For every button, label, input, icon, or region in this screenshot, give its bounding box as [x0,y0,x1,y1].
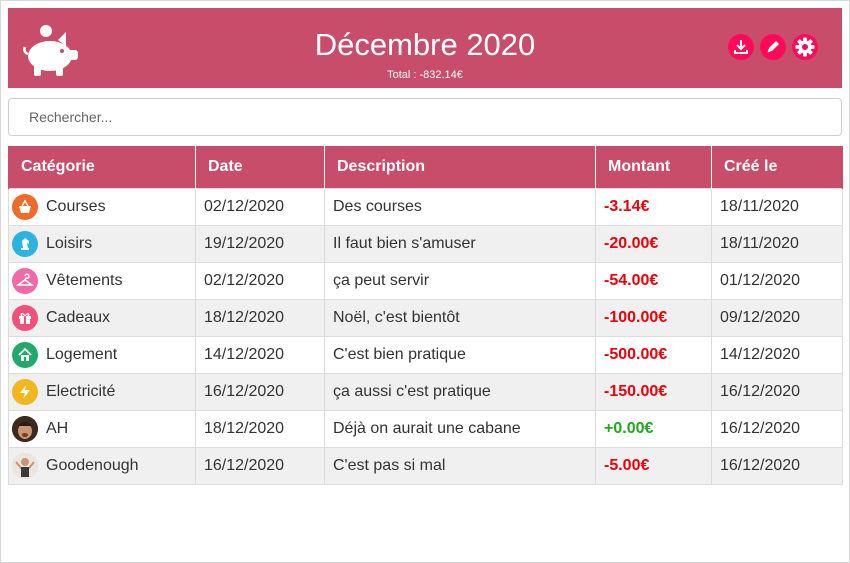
category-label: Cadeaux [46,309,111,326]
created-date-cell: 09/12/2020 [711,299,843,337]
category-label: Goodenough [46,457,139,474]
category-wrapper: Goodenough [12,453,187,479]
date-cell: 16/12/2020 [195,373,325,411]
description-cell: Il faut bien s'amuser [324,225,596,263]
table-row[interactable]: Logement 14/12/2020 C'est bien pratique -50… [8,336,843,374]
amount-cell: -3.14€ [595,188,712,226]
category-label: AH [46,420,69,437]
date-cell: 19/12/2020 [195,225,325,263]
avatar-photo-icon [12,416,38,442]
category-wrapper: AH [12,416,187,442]
amount-cell: -150.00€ [595,373,712,411]
settings-button[interactable] [792,34,818,60]
table-row[interactable]: AH 18/12/2020 Déjà on aurait une cabane +0.… [8,410,843,448]
category-wrapper: Courses [12,194,187,220]
column-header-amount[interactable]: Montant [595,146,712,189]
column-header-created[interactable]: Créé le [711,146,843,189]
header-bar: Décembre 2020 Total : -832.14€ [8,8,842,88]
category-label: Logement [46,346,118,363]
house-icon [12,342,38,368]
table-row[interactable]: Electricité 16/12/2020 ça aussi c'est prat… [8,373,843,411]
table-row[interactable]: Cadeaux 18/12/2020 Noël, c'est bientôt -100… [8,299,843,337]
date-cell: 02/12/2020 [195,262,325,300]
category-label: Electricité [46,383,116,400]
date-cell: 02/12/2020 [195,188,325,226]
search-input[interactable] [8,98,842,136]
category-wrapper: Loisirs [12,231,187,257]
category-cell: Cadeaux [8,299,196,337]
description-cell: ça aussi c'est pratique [324,373,596,411]
category-wrapper: Cadeaux [12,305,187,331]
description-cell: Noël, c'est bientôt [324,299,596,337]
expenses-table: Catégorie Date Description Montant Créé … [8,146,843,485]
category-cell: Courses [8,188,196,226]
category-label: Vêtements [46,272,123,289]
category-cell: Logement [8,336,196,374]
description-cell: C'est pas si mal [324,447,596,485]
shrug-photo-icon [12,453,38,479]
amount-cell: -500.00€ [595,336,712,374]
table-row[interactable]: Loisirs 19/12/2020 Il faut bien s'amuser -2… [8,225,843,263]
column-header-category[interactable]: Catégorie [8,146,196,189]
created-date-cell: 14/12/2020 [711,336,843,374]
table-row[interactable]: Goodenough 16/12/2020 C'est pas si mal -5.0… [8,447,843,485]
page-title: Décembre 2020 [314,27,536,62]
category-cell: Loisirs [8,225,196,263]
date-cell: 14/12/2020 [195,336,325,374]
gift-icon [12,305,38,331]
piggy-bank-icon [20,18,80,78]
category-cell: AH [8,410,196,448]
amount-cell: -5.00€ [595,447,712,485]
created-date-cell: 18/11/2020 [711,225,843,263]
download-icon [734,40,748,54]
download-button[interactable] [728,34,754,60]
shopping-basket-icon [12,194,38,220]
description-cell: Déjà on aurait une cabane [324,410,596,448]
date-cell: 16/12/2020 [195,447,325,485]
lightning-icon [12,379,38,405]
edit-button[interactable] [760,34,786,60]
hanger-icon [12,268,38,294]
created-date-cell: 16/12/2020 [711,447,843,485]
date-cell: 18/12/2020 [195,410,325,448]
total-amount: Total : -832.14€ [387,69,463,81]
category-wrapper: Logement [12,342,187,368]
amount-cell: -54.00€ [595,262,712,300]
category-cell: Electricité [8,373,196,411]
created-date-cell: 01/12/2020 [711,262,843,300]
category-cell: Vêtements [8,262,196,300]
column-header-description[interactable]: Description [324,146,596,189]
description-cell: ça peut servir [324,262,596,300]
created-date-cell: 16/12/2020 [711,410,843,448]
description-cell: C'est bien pratique [324,336,596,374]
chess-knight-icon [12,231,38,257]
description-cell: Des courses [324,188,596,226]
category-wrapper: Vêtements [12,268,187,294]
category-label: Courses [46,198,106,215]
created-date-cell: 16/12/2020 [711,373,843,411]
table-row[interactable]: Courses 02/12/2020 Des courses -3.14€ 18/11/… [8,188,843,226]
category-wrapper: Electricité [12,379,187,405]
amount-cell: -20.00€ [595,225,712,263]
table-header-row: Catégorie Date Description Montant Créé … [8,146,843,189]
table-row[interactable]: Vêtements 02/12/2020 ça peut servir -54.00€… [8,262,843,300]
date-cell: 18/12/2020 [195,299,325,337]
pencil-icon [767,41,779,53]
category-cell: Goodenough [8,447,196,485]
header-actions [728,34,818,60]
amount-cell: +0.00€ [595,410,712,448]
category-label: Loisirs [46,235,93,252]
column-header-date[interactable]: Date [195,146,325,189]
amount-cell: -100.00€ [595,299,712,337]
created-date-cell: 18/11/2020 [711,188,843,226]
gear-icon [795,37,815,57]
